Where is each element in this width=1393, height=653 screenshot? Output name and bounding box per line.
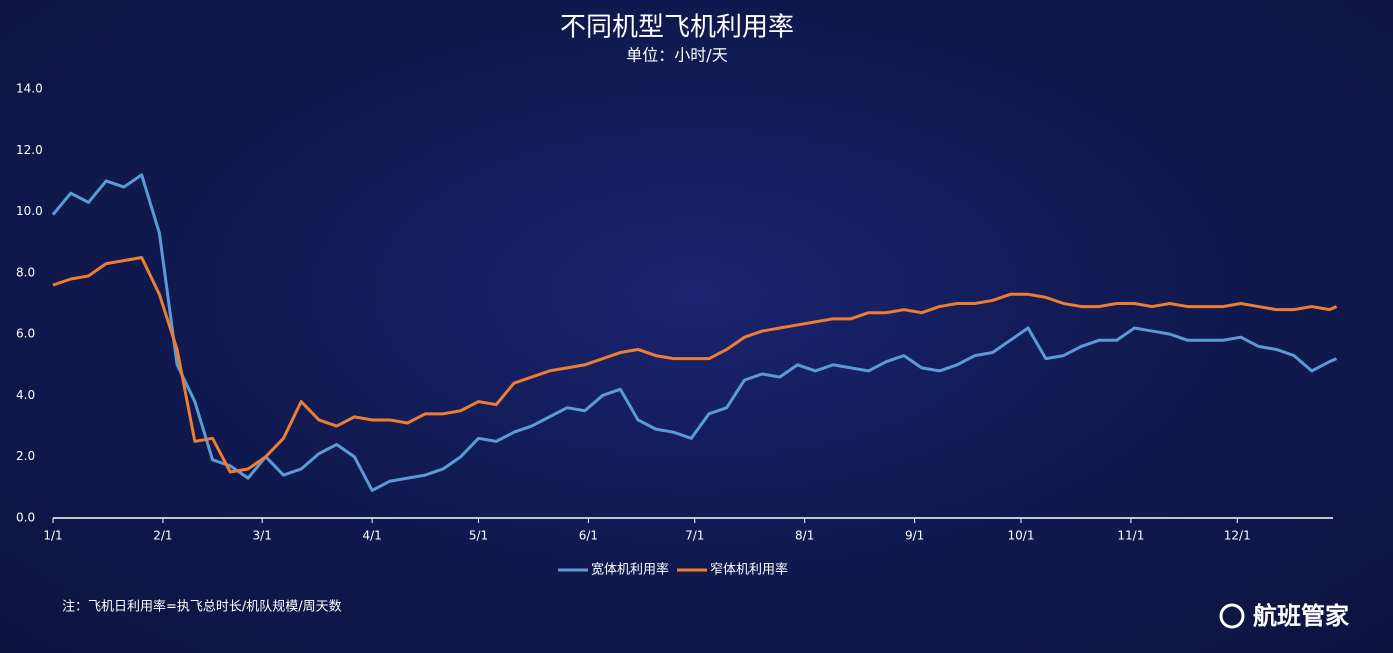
x-tick-label: 10/1 [1008, 529, 1035, 543]
y-tick-label: 6.0 [16, 327, 35, 341]
note: 注：飞机日利用率=执飞总时长/机队规模/周天数 [62, 599, 342, 615]
chart-title: 不同机型飞机利用率 [560, 13, 794, 43]
x-tick-label: 5/1 [469, 529, 488, 543]
logo-icon [1219, 603, 1245, 629]
series-line [51, 173, 1338, 492]
y-tick-label: 2.0 [16, 449, 35, 463]
logo: 航班管家 [1219, 602, 1349, 630]
x-tick-label: 6/1 [579, 529, 598, 543]
legend-label: 宽体机利用率 [591, 562, 669, 578]
legend-label: 窄体机利用率 [710, 562, 788, 578]
y-tick-label: 12.0 [16, 143, 43, 157]
x-tick-label: 12/1 [1224, 529, 1251, 543]
series-line [52, 256, 1338, 474]
x-tick-label: 4/1 [362, 529, 381, 543]
x-tick-label: 7/1 [685, 529, 704, 543]
y-tick-label: 8.0 [16, 265, 35, 279]
x-tick-label: 3/1 [253, 529, 272, 543]
y-tick-label: 10.0 [16, 204, 43, 218]
chart-subtitle: 单位：小时/天 [626, 46, 727, 65]
x-tick-label: 1/1 [43, 529, 62, 543]
x-tick-label: 2/1 [153, 529, 172, 543]
brand: 航班管家 [1253, 602, 1349, 630]
x-tick-label: 11/1 [1117, 529, 1144, 543]
x-tick-label: 8/1 [795, 529, 814, 543]
y-tick-label: 4.0 [16, 388, 35, 402]
y-tick-label: 0.0 [16, 511, 35, 525]
y-tick-label: 14.0 [16, 82, 43, 96]
x-tick-label: 9/1 [905, 529, 924, 543]
